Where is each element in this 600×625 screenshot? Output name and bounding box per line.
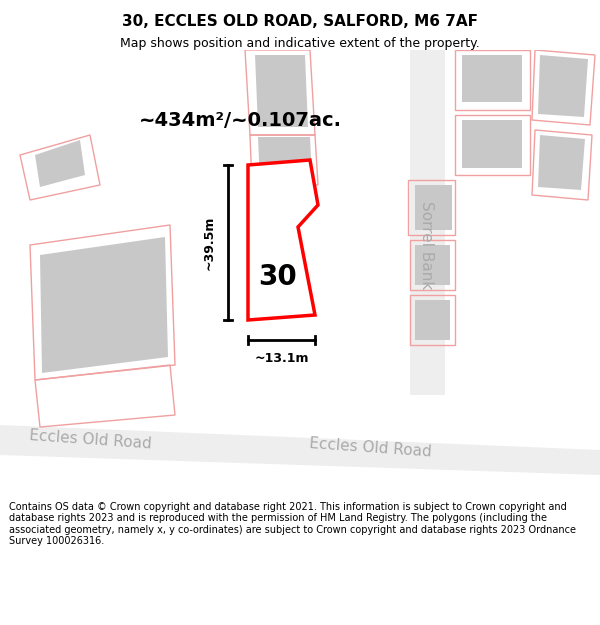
Polygon shape <box>410 50 445 395</box>
Text: 30: 30 <box>259 263 298 291</box>
Text: Sorrel Bank: Sorrel Bank <box>419 201 434 289</box>
Text: ~13.1m: ~13.1m <box>254 352 309 365</box>
Polygon shape <box>258 167 302 203</box>
Polygon shape <box>462 120 522 168</box>
Polygon shape <box>415 185 452 230</box>
Text: ~434m²/~0.107ac.: ~434m²/~0.107ac. <box>139 111 341 129</box>
Text: 30, ECCLES OLD ROAD, SALFORD, M6 7AF: 30, ECCLES OLD ROAD, SALFORD, M6 7AF <box>122 14 478 29</box>
Polygon shape <box>248 160 318 320</box>
Text: Eccles Old Road: Eccles Old Road <box>28 428 152 452</box>
Polygon shape <box>258 137 312 183</box>
Text: Eccles Old Road: Eccles Old Road <box>308 436 431 460</box>
Polygon shape <box>538 55 588 117</box>
Polygon shape <box>415 245 450 285</box>
Polygon shape <box>255 55 308 127</box>
Polygon shape <box>415 300 450 340</box>
Polygon shape <box>462 55 522 102</box>
Polygon shape <box>40 237 168 373</box>
Polygon shape <box>35 140 85 187</box>
Text: Contains OS data © Crown copyright and database right 2021. This information is : Contains OS data © Crown copyright and d… <box>9 501 576 546</box>
Polygon shape <box>0 425 600 475</box>
Text: ~39.5m: ~39.5m <box>203 215 216 270</box>
Text: Map shows position and indicative extent of the property.: Map shows position and indicative extent… <box>120 38 480 51</box>
Polygon shape <box>258 208 297 240</box>
Polygon shape <box>538 135 585 190</box>
